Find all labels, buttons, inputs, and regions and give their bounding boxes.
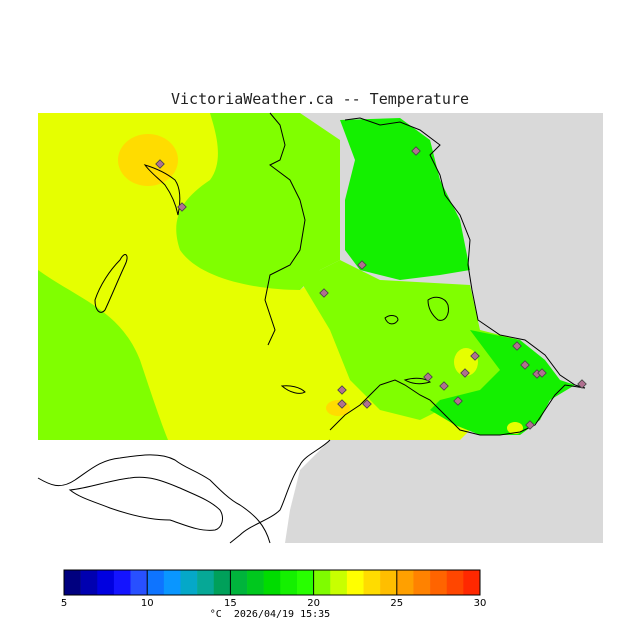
colorbar-swatch <box>346 570 364 595</box>
colorbar-swatch <box>363 570 381 595</box>
colorbar-tick-label: 15 <box>224 598 237 609</box>
colorbar-swatch <box>97 570 115 595</box>
colorbar-swatch <box>296 570 314 595</box>
colorbar-swatch <box>230 570 248 595</box>
colorbar-swatch <box>463 570 481 595</box>
coastline-inlet <box>264 112 306 346</box>
colorbar-swatch <box>446 570 464 595</box>
temperature-field <box>38 113 575 440</box>
island-small-2 <box>427 296 449 321</box>
coastline-south <box>229 439 331 544</box>
footer-text: °C 2026/04/19 15:35 <box>0 609 540 620</box>
station-marker[interactable] <box>439 381 449 391</box>
station-marker[interactable] <box>512 341 522 351</box>
colorbar: 5 10 15 20 25 30 <box>61 569 487 609</box>
station-marker[interactable] <box>155 159 165 169</box>
coastline-olympic-inner <box>68 476 223 531</box>
temp-zone-green-southeast <box>430 330 575 435</box>
coastlines <box>37 112 586 544</box>
coastline-olympic <box>37 454 271 544</box>
colorbar-swatch <box>80 570 98 595</box>
island-west <box>94 254 128 313</box>
colorbar-swatch <box>163 570 181 595</box>
colorbar-swatch <box>280 570 298 595</box>
colorbar-tick-label: 30 <box>474 598 487 609</box>
footer-timestamp: 2026/04/19 15:35 <box>233 609 331 620</box>
colorbar-swatch <box>130 570 148 595</box>
coastline-peninsula <box>344 117 586 389</box>
temp-zone-light-green-north <box>176 113 340 290</box>
colorbar-swatch <box>197 570 215 595</box>
coastline-east-lower <box>329 379 586 436</box>
colorbar-swatch <box>413 570 431 595</box>
station-marker[interactable] <box>177 202 187 212</box>
station-marker[interactable] <box>411 146 421 156</box>
station-marker[interactable] <box>453 396 463 406</box>
temp-zone-green-northeast <box>340 118 470 280</box>
colorbar-swatch <box>330 570 348 595</box>
station-marker[interactable] <box>362 399 372 409</box>
island-northwest <box>143 164 181 216</box>
colorbar-swatch <box>180 570 198 595</box>
stations <box>155 146 587 430</box>
colorbar-swatch <box>430 570 448 595</box>
station-marker[interactable] <box>520 360 530 370</box>
temp-zone-light-green-east <box>300 260 540 420</box>
colorbar-tick-label: 10 <box>141 598 154 609</box>
station-marker[interactable] <box>423 372 433 382</box>
station-marker[interactable] <box>319 288 329 298</box>
station-marker[interactable] <box>337 385 347 395</box>
island-small-1 <box>280 385 306 394</box>
colorbar-swatch <box>147 570 165 595</box>
colorbar-swatch <box>263 570 281 595</box>
colorbar-tick-label: 20 <box>307 598 320 609</box>
colorbar-swatch <box>313 570 331 595</box>
map-title: VictoriaWeather.ca -- Temperature <box>170 90 469 108</box>
station-marker[interactable] <box>525 420 535 430</box>
station-marker[interactable] <box>470 351 480 361</box>
station-marker[interactable] <box>357 260 367 270</box>
station-marker[interactable] <box>577 379 587 389</box>
temp-warm-spot-southeast <box>507 422 523 434</box>
colorbar-swatch <box>113 570 131 595</box>
colorbar-swatch <box>380 570 398 595</box>
station-marker[interactable] <box>460 368 470 378</box>
island-small-4 <box>403 377 432 385</box>
footer-unit: °C <box>209 609 222 620</box>
colorbar-swatch <box>396 570 414 595</box>
station-marker[interactable] <box>337 399 347 409</box>
station-marker[interactable] <box>537 368 547 378</box>
temp-warm-spot-northwest <box>118 134 178 186</box>
temp-zone-light-green-west <box>38 270 168 440</box>
colorbar-swatch <box>247 570 264 595</box>
water-area-south <box>38 440 330 543</box>
colorbar-swatch <box>64 570 81 595</box>
colorbar-tick-label: 5 <box>61 598 67 609</box>
colorbar-tick-label: 25 <box>390 598 403 609</box>
colorbar-swatch <box>213 570 231 595</box>
island-small-3 <box>384 315 399 325</box>
